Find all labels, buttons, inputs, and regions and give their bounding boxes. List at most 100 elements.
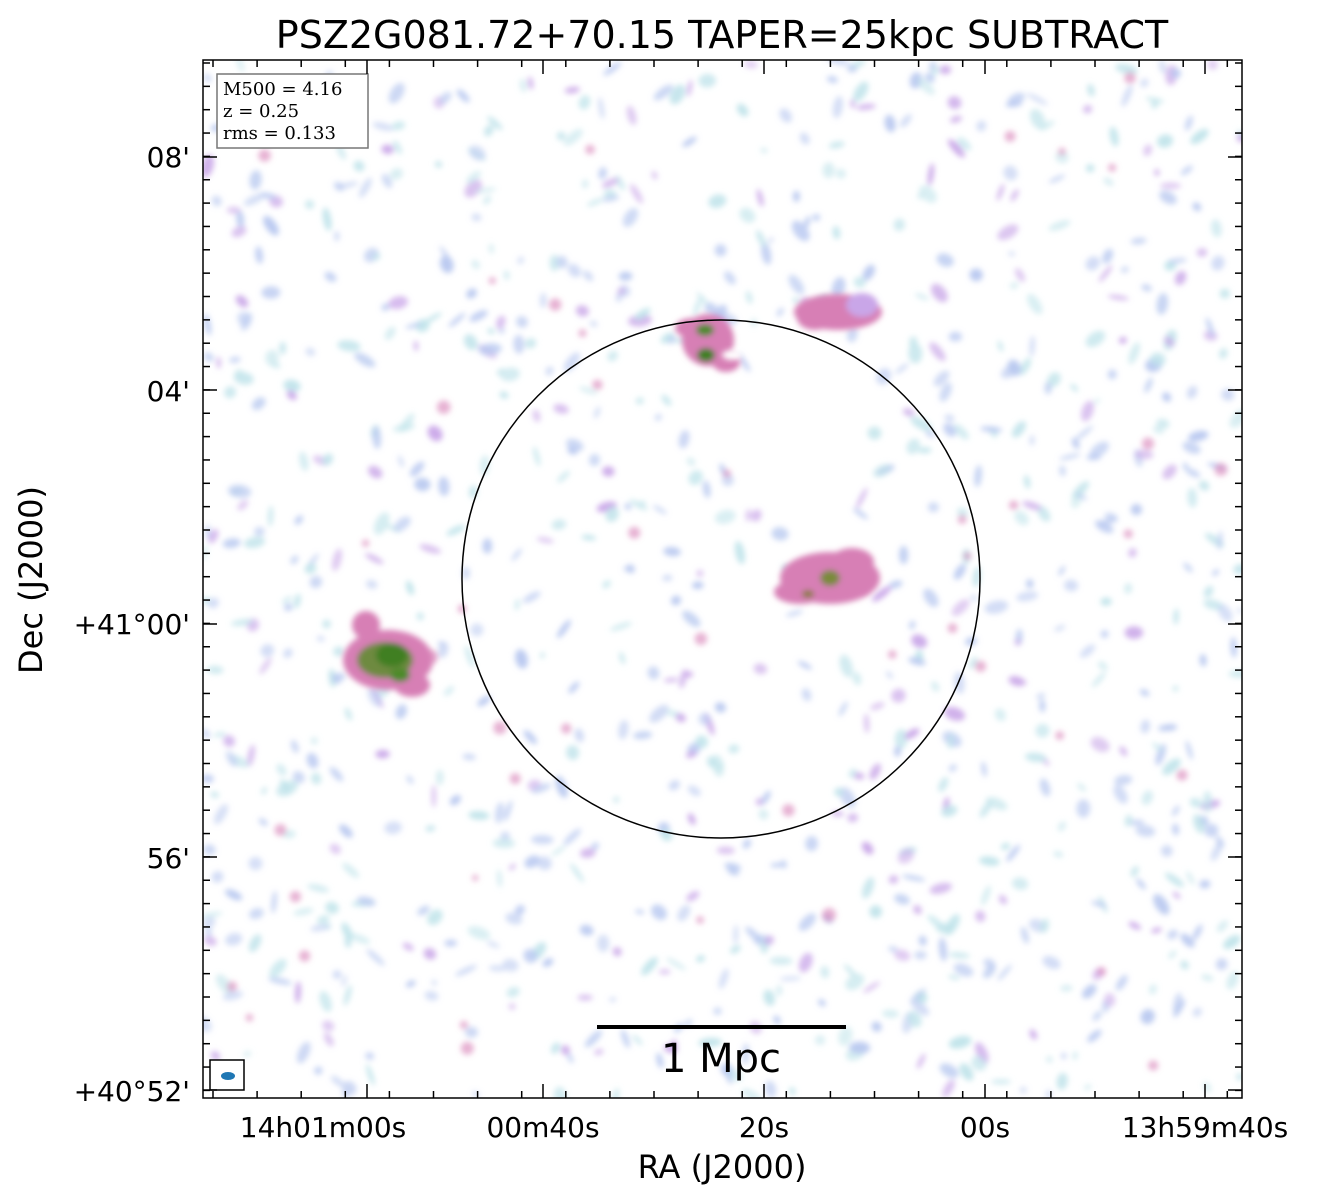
noise-blob: [1095, 520, 1114, 534]
noise-blob: [805, 836, 819, 852]
noise-blob: [1172, 992, 1182, 1014]
noise-blob: [205, 524, 211, 539]
noise-blob: [1026, 93, 1048, 106]
noise-blob: [653, 84, 673, 101]
noise-blob: [260, 644, 275, 658]
noise-blob: [1029, 435, 1035, 446]
noise-speckle: [782, 804, 795, 817]
noise-blob: [1183, 562, 1193, 573]
noise-blob: [788, 274, 805, 295]
noise-blob: [1237, 607, 1242, 614]
noise-blob: [953, 424, 969, 440]
noise-blob: [575, 305, 589, 317]
noise-blob: [957, 507, 968, 518]
noise-blob: [211, 871, 224, 883]
noise-blob: [930, 681, 940, 692]
noise-blob: [307, 884, 330, 893]
noise-blob: [398, 455, 404, 468]
info-z: z = 0.25: [223, 101, 299, 122]
noise-blob: [1042, 955, 1061, 970]
noise-blob: [341, 975, 347, 987]
noise-blob: [894, 949, 911, 961]
noise-blob: [581, 534, 597, 541]
noise-blob: [1174, 270, 1187, 286]
noise-blob: [566, 438, 584, 452]
noise-blob: [863, 981, 880, 993]
noise-blob: [724, 1069, 733, 1085]
noise-blob: [414, 477, 431, 492]
noise-blob: [1136, 878, 1146, 890]
noise-blob: [1215, 958, 1228, 971]
noise-blob: [910, 998, 930, 1016]
noise-blob: [936, 923, 954, 934]
noise-blob: [213, 804, 229, 825]
noise-blob: [1024, 752, 1047, 763]
noise-blob: [530, 834, 554, 845]
noise-blob: [716, 846, 735, 855]
noise-blob: [698, 712, 711, 726]
noise-speckle: [1176, 769, 1188, 781]
noise-speckle: [549, 298, 562, 311]
noise-blob: [427, 909, 443, 926]
noise-blob: [349, 933, 371, 944]
noise-blob: [846, 326, 858, 343]
noise-blob: [1087, 83, 1095, 97]
noise-blob: [897, 848, 915, 864]
noise-blob: [279, 341, 287, 355]
noise-blob: [996, 183, 1005, 201]
noise-blob: [353, 160, 365, 172]
noise-blob: [693, 297, 702, 317]
noise-blob: [1158, 60, 1167, 74]
noise-blob: [1000, 842, 1011, 851]
noise-blob: [243, 193, 265, 206]
noise-blob: [517, 256, 525, 265]
noise-blob: [1141, 790, 1153, 805]
noise-speckle: [1214, 463, 1228, 476]
noise-speckle: [227, 981, 238, 992]
noise-blob: [1036, 693, 1046, 700]
noise-blob: [1130, 503, 1143, 516]
xtick-label: 14h01m00s: [240, 1111, 407, 1144]
noise-blob: [1019, 357, 1031, 375]
noise-blob: [416, 612, 424, 621]
noise-blob: [624, 503, 632, 510]
noise-blob: [323, 1032, 334, 1047]
noise-blob: [365, 579, 378, 589]
noise-blob: [1128, 342, 1140, 365]
noise-blob: [1162, 758, 1181, 775]
noise-blob: [850, 99, 856, 109]
noise-blob: [1211, 219, 1222, 238]
noise-blob: [482, 538, 493, 554]
noise-blob: [284, 603, 293, 611]
noise-blob: [831, 276, 846, 299]
noise-blob: [861, 841, 874, 855]
noise-blob: [663, 546, 681, 557]
noise-blob: [580, 848, 596, 858]
noise-blob: [372, 426, 382, 449]
noise-blob: [469, 310, 488, 322]
noise-blob: [1154, 169, 1160, 176]
x-axis-label: RA (J2000): [638, 1148, 807, 1186]
noise-blob: [1039, 120, 1055, 131]
noise-blob: [263, 215, 279, 236]
noise-blob: [276, 780, 298, 797]
noise-blob: [1217, 530, 1223, 550]
noise-speckle: [822, 907, 836, 922]
noise-blob: [927, 502, 939, 513]
noise-blob: [698, 73, 717, 88]
noise-blob: [597, 934, 610, 952]
noise-blob: [224, 889, 243, 901]
noise-blob: [948, 733, 954, 750]
noise-blob: [468, 810, 490, 820]
noise-blob: [742, 838, 752, 849]
noise-blob: [310, 737, 318, 745]
noise-blob: [728, 744, 740, 754]
noise-blob: [578, 95, 591, 110]
noise-blob: [527, 76, 534, 90]
noise-blob: [343, 984, 352, 1006]
noise-blob: [1184, 115, 1193, 131]
noise-blob: [1107, 294, 1129, 301]
noise-blob: [523, 729, 538, 745]
noise-speckle: [585, 144, 595, 155]
